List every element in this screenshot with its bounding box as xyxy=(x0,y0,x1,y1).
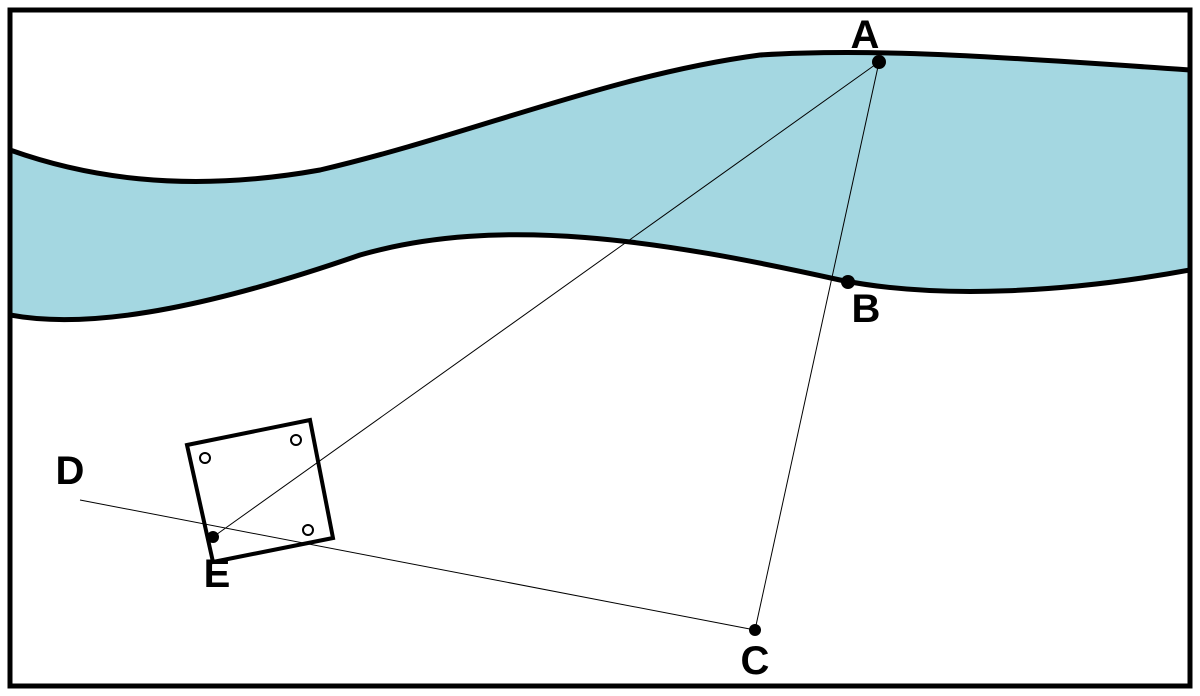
square-pin-0 xyxy=(200,453,210,463)
point-A xyxy=(872,55,886,69)
geometry-diagram: A B C D E xyxy=(0,0,1200,696)
square-pin-1 xyxy=(291,435,301,445)
square-pin-2 xyxy=(303,525,313,535)
label-D: D xyxy=(56,449,85,493)
label-C: C xyxy=(741,639,770,683)
point-C xyxy=(749,624,761,636)
label-A: A xyxy=(851,13,880,57)
point-E xyxy=(207,531,219,543)
label-E: E xyxy=(204,552,231,596)
label-B: B xyxy=(852,287,881,331)
